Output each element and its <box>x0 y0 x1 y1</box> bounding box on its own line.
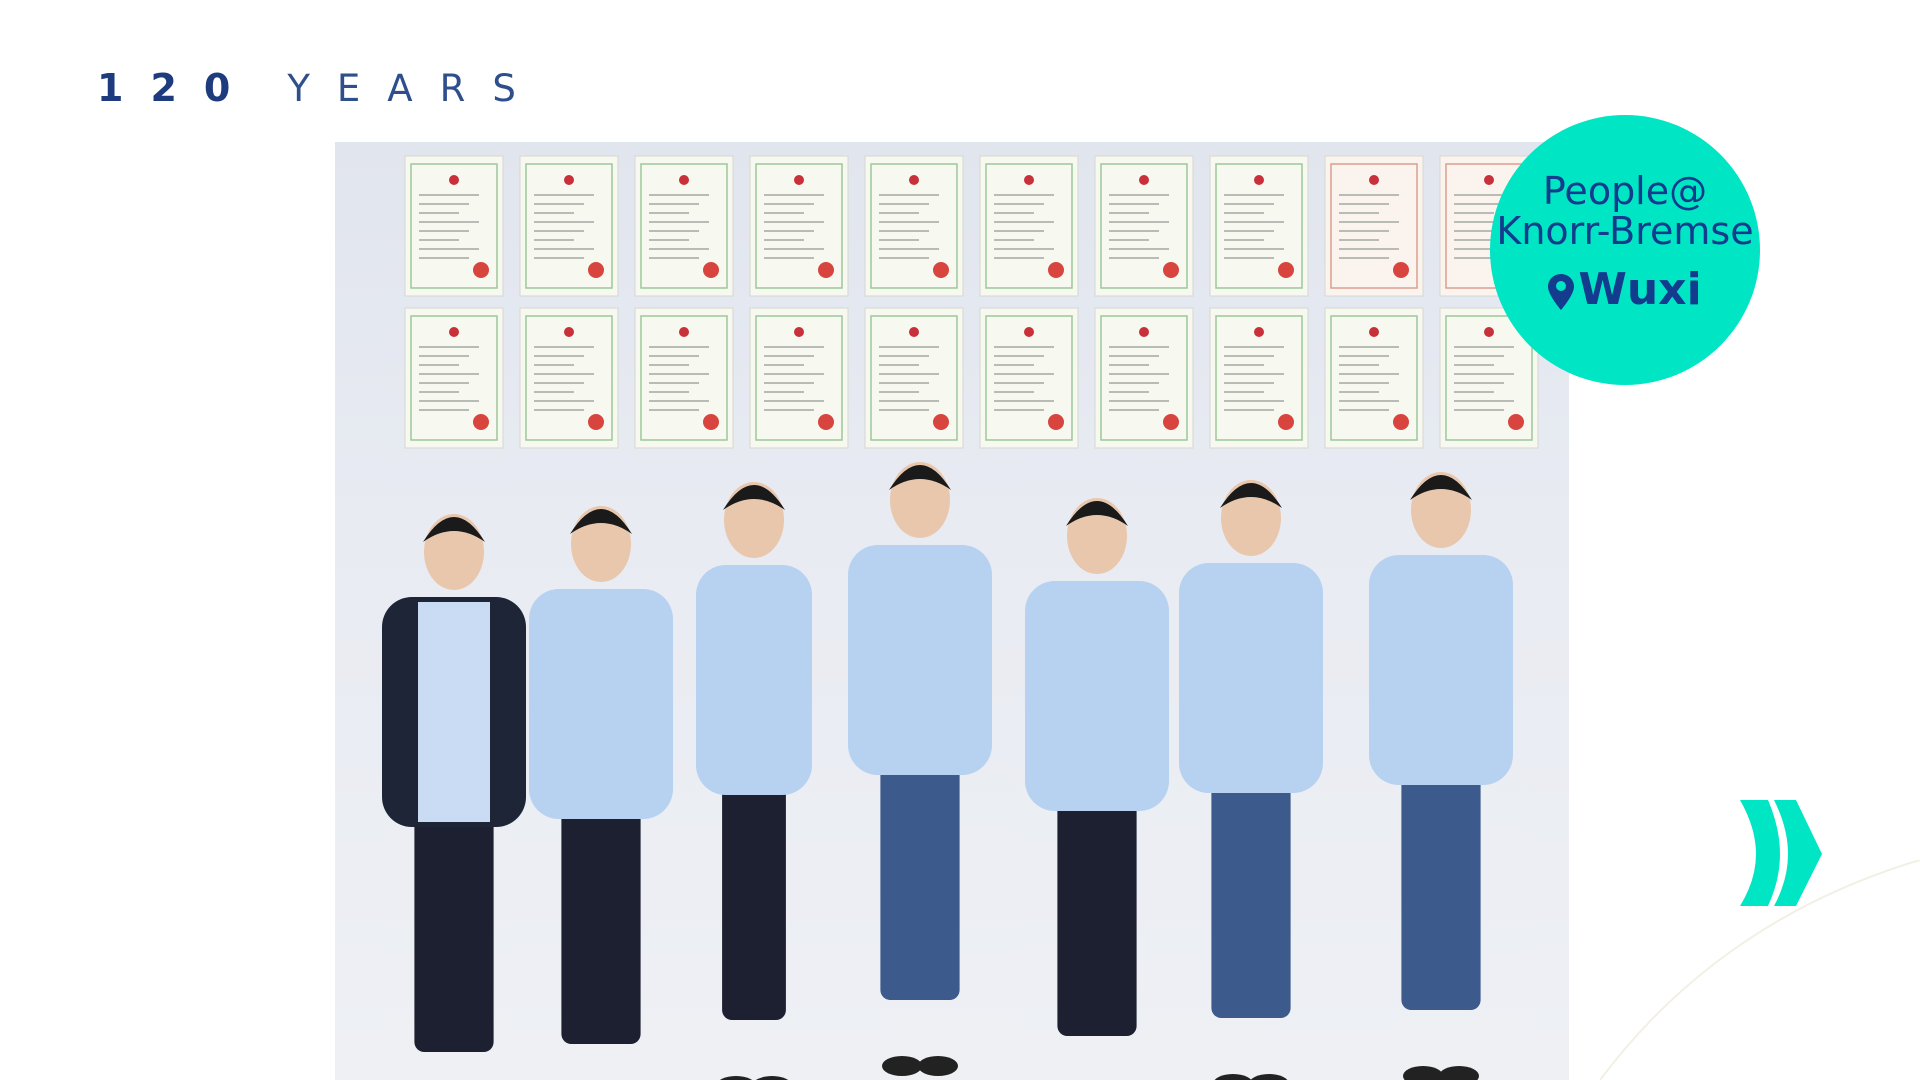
badge-line-1: People@ <box>1542 169 1708 213</box>
person-shoe <box>1439 1066 1479 1080</box>
map-pin-icon <box>1548 274 1575 310</box>
person-shoe <box>1214 1074 1252 1080</box>
badge-location: Wuxi <box>1490 265 1760 315</box>
person-hair <box>1220 483 1282 508</box>
person-hair <box>1410 475 1472 500</box>
decorative-curve <box>1600 860 1920 1080</box>
team-photo <box>335 142 1569 1080</box>
double-chevron-right-icon[interactable] <box>1738 798 1828 910</box>
person-shoe <box>1250 1074 1288 1080</box>
person-shoe <box>756 1076 788 1080</box>
title-word: YEARS <box>287 67 543 110</box>
slide-title: 120 YEARS <box>97 66 543 110</box>
people-badge: People@ Knorr-Bremse Wuxi <box>1490 115 1760 385</box>
person-hair <box>423 517 485 542</box>
person-shoe <box>1403 1066 1443 1080</box>
title-number: 120 <box>97 66 258 110</box>
location-text: Wuxi <box>1578 264 1702 315</box>
person-shoe <box>882 1056 922 1076</box>
team-photo-illustration <box>382 155 1539 1080</box>
person-shoe <box>918 1056 958 1076</box>
badge-line-2: Knorr-Bremse <box>1496 209 1754 253</box>
person-hair <box>1066 501 1128 526</box>
person-shoe <box>720 1076 752 1080</box>
person-hair <box>889 465 951 490</box>
person-hair <box>723 485 785 510</box>
person-hair <box>570 509 632 534</box>
